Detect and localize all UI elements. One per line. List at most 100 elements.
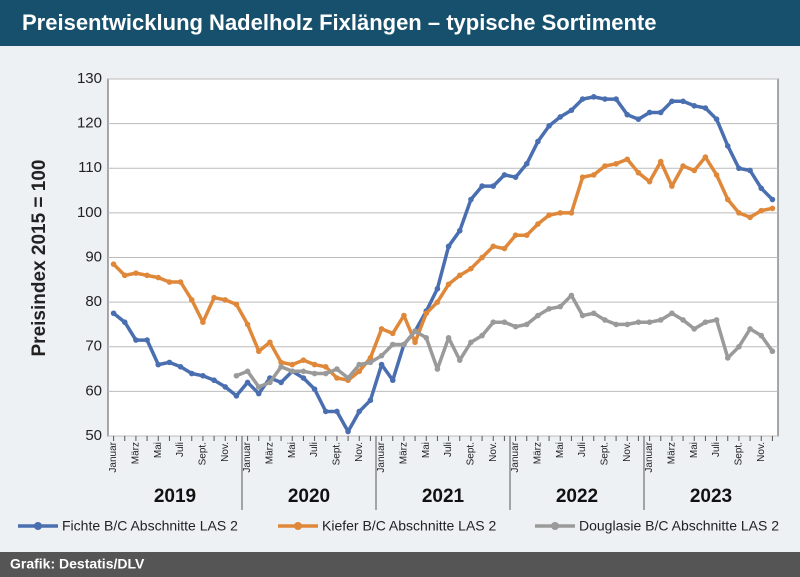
point xyxy=(590,94,597,100)
x-tick-label: Januar xyxy=(644,441,655,472)
point xyxy=(110,261,117,267)
point xyxy=(702,154,709,160)
point xyxy=(267,379,273,386)
point xyxy=(769,348,776,355)
year-label: 2023 xyxy=(690,486,732,507)
point xyxy=(412,328,418,334)
point xyxy=(657,158,664,165)
point xyxy=(713,116,720,122)
point xyxy=(311,386,318,392)
point xyxy=(300,357,307,363)
point xyxy=(736,165,742,172)
x-tick-label: Juli xyxy=(175,442,186,457)
point xyxy=(456,227,463,234)
x-tick-label: Mai xyxy=(555,442,566,458)
point xyxy=(646,319,653,326)
point xyxy=(635,116,642,122)
point xyxy=(724,196,731,203)
footer xyxy=(0,552,800,577)
x-tick-label: Mai xyxy=(689,442,700,458)
point xyxy=(300,375,307,381)
point xyxy=(188,297,195,303)
header xyxy=(0,0,800,46)
x-tick-label: Sept. xyxy=(198,442,209,465)
year-label: 2019 xyxy=(154,486,196,507)
point xyxy=(133,270,139,276)
point xyxy=(334,408,340,415)
point xyxy=(669,183,675,189)
y-tick-label: 100 xyxy=(77,204,102,221)
point xyxy=(769,205,776,212)
point xyxy=(501,319,508,326)
point xyxy=(769,196,776,203)
point xyxy=(702,319,709,326)
point xyxy=(255,384,262,390)
legend-swatch xyxy=(551,522,559,530)
point xyxy=(713,317,720,323)
point xyxy=(546,212,552,218)
source: Grafik: Destatis/DLV xyxy=(10,556,145,572)
point xyxy=(144,272,150,279)
x-tick-label: Januar xyxy=(376,441,387,472)
point xyxy=(434,285,441,292)
point xyxy=(680,163,686,169)
point xyxy=(635,319,642,326)
point xyxy=(423,310,430,317)
point xyxy=(590,310,597,317)
point xyxy=(244,379,251,386)
point xyxy=(322,364,329,370)
point xyxy=(356,408,363,415)
point xyxy=(389,377,396,384)
point xyxy=(367,355,374,361)
point xyxy=(378,361,385,368)
point xyxy=(244,368,251,375)
x-tick-label: März xyxy=(265,442,276,464)
point xyxy=(110,310,117,317)
point xyxy=(445,243,452,250)
point xyxy=(602,96,608,102)
point xyxy=(736,210,742,216)
x-tick-label: März xyxy=(533,442,544,464)
point xyxy=(501,172,508,178)
point xyxy=(244,321,251,328)
point xyxy=(289,368,296,375)
point xyxy=(311,370,318,377)
point xyxy=(557,303,564,310)
y-tick-label: 120 xyxy=(77,115,102,132)
x-tick-label: Nov. xyxy=(622,442,633,462)
point xyxy=(724,143,731,149)
y-tick-label: 90 xyxy=(85,248,102,265)
point xyxy=(278,364,284,370)
point xyxy=(490,243,497,250)
point xyxy=(456,272,463,279)
point xyxy=(233,393,240,399)
point xyxy=(747,214,753,221)
point xyxy=(222,384,229,390)
point xyxy=(568,210,575,216)
point xyxy=(300,368,307,375)
point xyxy=(635,169,642,176)
point xyxy=(121,319,128,326)
legend-label: Douglasie B/C Abschnitte LAS 2 xyxy=(579,518,779,534)
point xyxy=(579,312,586,319)
point xyxy=(557,210,564,216)
point xyxy=(322,408,329,415)
point xyxy=(546,306,552,312)
point xyxy=(401,312,407,319)
point xyxy=(445,281,452,288)
x-tick-label: Sept. xyxy=(600,442,611,465)
point xyxy=(468,339,474,346)
point xyxy=(479,332,485,339)
point xyxy=(535,312,541,319)
point xyxy=(557,114,564,120)
x-tick-label: Januar xyxy=(108,441,119,472)
y-tick-label: 50 xyxy=(85,427,102,444)
chart-title: Preisentwicklung Nadelholz Fixlängen – t… xyxy=(22,10,657,35)
x-tick-label: Januar xyxy=(242,441,253,472)
y-tick-label: 130 xyxy=(77,70,102,87)
point xyxy=(613,160,619,167)
point xyxy=(501,245,508,252)
point xyxy=(579,96,586,102)
point xyxy=(669,98,675,105)
point xyxy=(669,310,675,317)
